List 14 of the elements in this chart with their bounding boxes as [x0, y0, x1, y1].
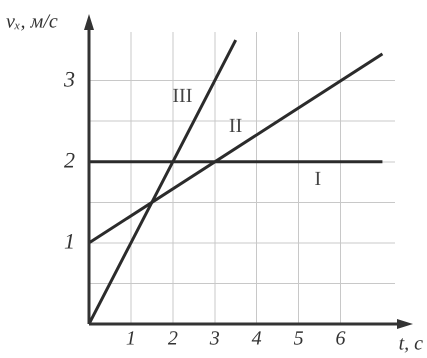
series-label: III — [172, 85, 192, 108]
y-tick-label: 3 — [63, 66, 75, 92]
x-tick-label: 6 — [336, 327, 346, 350]
y-tick-label: 1 — [64, 228, 75, 254]
y-axis-title: vₓ, м/с — [6, 10, 58, 32]
x-tick-label: 5 — [294, 327, 304, 350]
x-tick-label: 1 — [126, 327, 136, 350]
x-tick-label: 3 — [208, 327, 220, 350]
series-label: II — [228, 114, 242, 137]
x-tick-label: 2 — [168, 327, 178, 350]
x-axis-title: t, с — [398, 332, 424, 354]
y-tick-label: 2 — [64, 148, 75, 173]
x-tick-label: 4 — [252, 327, 262, 350]
series-label: I — [314, 168, 322, 190]
